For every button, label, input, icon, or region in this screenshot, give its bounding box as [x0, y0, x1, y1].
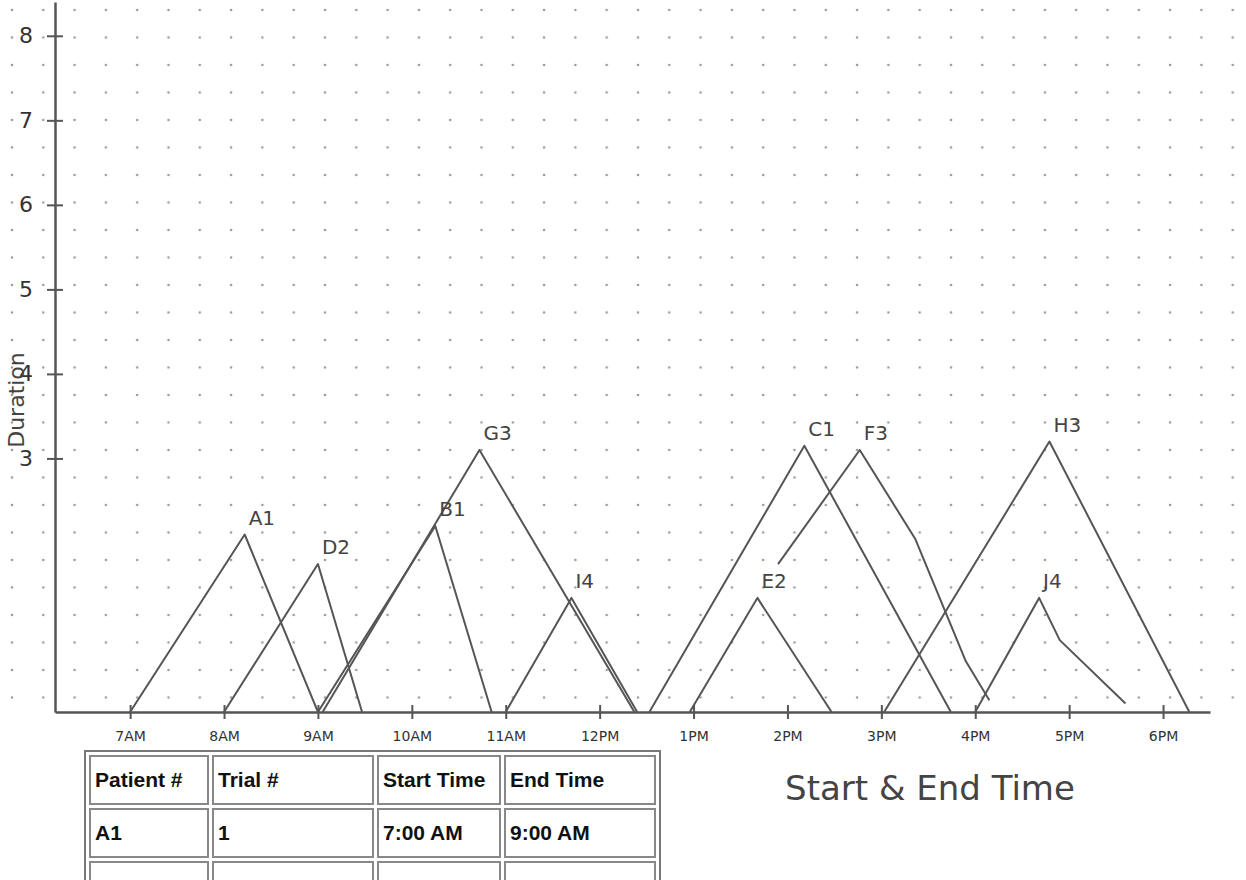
y-tick-mark — [47, 458, 63, 460]
header-cell: Start Time — [377, 755, 501, 805]
x-tick-mark — [881, 705, 883, 719]
series-line — [506, 598, 637, 712]
series-line — [323, 450, 635, 712]
x-tick-label: 7AM — [115, 728, 146, 744]
y-tick-label: 7 — [19, 108, 33, 133]
plot-area — [130, 442, 1189, 712]
table-cell: A1 — [89, 808, 209, 858]
x-tick: 10AM — [393, 705, 432, 744]
table-cell: 1 — [212, 808, 374, 858]
x-tick: 1PM — [679, 705, 708, 744]
y-tick-mark — [47, 373, 63, 375]
y-tick-label: 6 — [19, 192, 33, 217]
y-tick-mark — [47, 120, 63, 122]
x-tick-label: 3PM — [867, 728, 896, 744]
series-label: G3 — [483, 421, 511, 445]
chart: 7AM 8AM 9AM 10AM 11AM 12PM 1PM 2PM 3PM 4PM 5PM 6PM 3… — [0, 0, 1246, 880]
header-row: Patient #Trial #Start TimeEnd Time — [89, 755, 656, 805]
table-row: A117:00 AM9:00 AM — [89, 808, 656, 858]
series-label: I4 — [575, 569, 594, 593]
series-line — [975, 598, 1125, 712]
x-tick-mark — [411, 705, 413, 719]
x-tick-label: 1PM — [679, 728, 708, 744]
series-line — [778, 450, 989, 700]
series-line — [318, 526, 492, 712]
header-cell: End Time — [504, 755, 656, 805]
series-label: J4 — [1041, 569, 1062, 593]
series-line — [649, 446, 950, 712]
header-cell: Patient # — [89, 755, 209, 805]
x-tick-label: 8AM — [209, 728, 240, 744]
x-tick-label: 6PM — [1149, 728, 1178, 744]
x-tick: 6PM — [1149, 705, 1178, 744]
x-tick-mark — [1069, 705, 1071, 719]
header-cell: Trial # — [212, 755, 374, 805]
y-tick: 5 — [19, 277, 63, 302]
series-label: B1 — [439, 497, 465, 521]
table-cell — [504, 861, 656, 880]
y-tick: 3 — [19, 446, 63, 471]
x-tick-label: 5PM — [1055, 728, 1084, 744]
y-axis-line — [54, 3, 57, 713]
y-tick-label: 8 — [19, 23, 33, 48]
series-label: H3 — [1053, 413, 1081, 437]
table-cell: 7:00 AM — [377, 808, 501, 858]
table-cell — [377, 861, 501, 880]
series-label: D2 — [322, 535, 350, 559]
table-cell — [89, 861, 209, 880]
series-label: E2 — [761, 569, 786, 593]
table: Patient #Trial #Start TimeEnd TimeA117:0… — [84, 750, 661, 880]
x-tick-mark — [599, 705, 601, 719]
x-tick: 3PM — [867, 705, 896, 744]
x-tick-label: 12PM — [581, 728, 619, 744]
page: {"chart_data": {"type": "line", "x_label… — [0, 0, 1246, 880]
y-tick-label: 5 — [19, 277, 33, 302]
y-tick-mark — [47, 35, 63, 37]
series-label: A1 — [249, 506, 275, 530]
series-line — [130, 535, 318, 713]
y-tick: 8 — [19, 23, 63, 48]
x-tick-label: 9AM — [303, 728, 334, 744]
x-tick-mark — [787, 705, 789, 719]
series-label: C1 — [808, 417, 835, 441]
table-row — [89, 861, 656, 880]
x-tick: 2PM — [773, 705, 802, 744]
x-tick-label: 2PM — [773, 728, 802, 744]
table-cell — [212, 861, 374, 880]
y-tick-mark — [47, 289, 63, 291]
x-tick: 5PM — [1055, 705, 1084, 744]
x-tick-mark — [1163, 705, 1165, 719]
y-tick-mark — [47, 204, 63, 206]
series-line — [690, 598, 832, 712]
x-axis-title: Start & End Time — [785, 768, 1075, 808]
table-cell: 9:00 AM — [504, 808, 656, 858]
series-line — [884, 442, 1189, 712]
x-tick-label: 10AM — [393, 728, 432, 744]
y-tick: 7 — [19, 108, 63, 133]
x-tick: 12PM — [581, 705, 619, 744]
series-label: F3 — [864, 421, 888, 445]
paper-dots — [0, 0, 1246, 720]
series-line — [224, 564, 362, 712]
y-axis-title: Duration — [4, 352, 29, 448]
y-tick-label: 3 — [19, 446, 33, 471]
x-tick-label: 11AM — [486, 728, 525, 744]
x-tick-label: 4PM — [961, 728, 990, 744]
y-tick: 6 — [19, 192, 63, 217]
